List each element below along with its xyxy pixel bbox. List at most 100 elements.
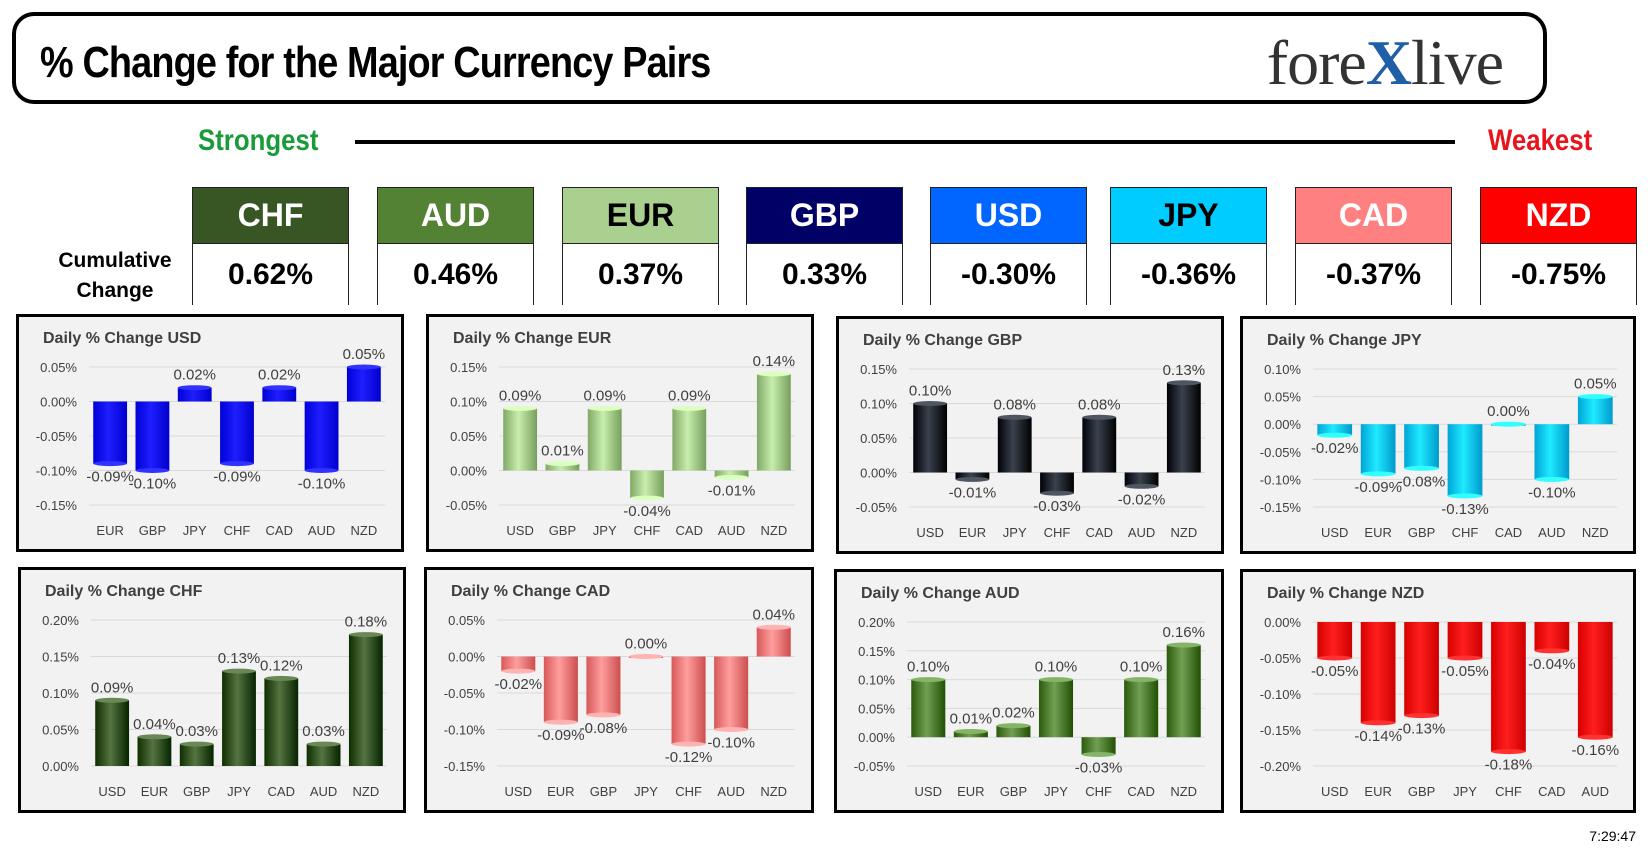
bar	[1534, 424, 1570, 480]
bar-cap	[348, 632, 383, 638]
bar	[135, 401, 170, 471]
bar-chart: Daily % Change JPY0.10%0.05%0.00%-0.05%-…	[1260, 332, 1617, 540]
x-tick-label: CAD	[1538, 784, 1565, 799]
bar	[1040, 472, 1074, 494]
currency-code: CAD	[1296, 188, 1451, 244]
y-tick-label: 0.10%	[858, 673, 895, 688]
currency-box-jpy: JPY -0.36%	[1110, 187, 1267, 305]
data-label: 0.02%	[173, 367, 216, 384]
x-tick-label: EUR	[959, 525, 986, 540]
bar-cap	[1447, 655, 1483, 661]
x-tick-label: CAD	[1127, 784, 1154, 799]
chart-panel-0: Daily % Change USD 0.05% 0.00% -0.05% -0.10%…	[16, 314, 404, 552]
bar-cap	[586, 712, 621, 718]
y-tick-label: 0.15%	[42, 650, 79, 665]
x-tick-label: GBP	[139, 523, 166, 538]
chart-title: Daily % Change JPY	[1267, 332, 1422, 349]
x-tick-label: EUR	[141, 784, 168, 799]
data-label: -0.03%	[1075, 759, 1123, 776]
chart-panel-1: Daily % Change EUR 0.15% 0.10% 0.05% 0.00% -0…	[426, 314, 814, 552]
y-tick-label: -0.05%	[446, 498, 488, 513]
x-tick-label: JPY	[1003, 525, 1027, 540]
bar	[137, 736, 172, 766]
bar-cap	[911, 677, 946, 683]
y-tick-label: 0.05%	[1264, 390, 1301, 405]
currency-cumulative-value: -0.75%	[1481, 244, 1636, 305]
bar	[304, 401, 339, 471]
bar	[913, 403, 948, 473]
data-label: 0.03%	[302, 723, 345, 740]
bar-cap	[1124, 677, 1159, 683]
bar-cap	[955, 476, 990, 482]
currency-box-eur: EUR 0.37%	[562, 187, 719, 305]
data-label: 0.09%	[91, 679, 134, 696]
bar-cap	[1317, 432, 1353, 438]
x-tick-label: CHF	[1452, 525, 1479, 540]
data-label: 0.18%	[345, 614, 388, 631]
bar	[671, 656, 706, 745]
bar-cap	[220, 461, 254, 467]
x-tick-label: EUR	[96, 523, 123, 538]
data-label: 0.05%	[343, 346, 386, 363]
bar-cap	[714, 474, 749, 480]
data-label: 0.10%	[909, 383, 952, 400]
bar-cap	[304, 468, 339, 473]
x-tick-label: CHF	[675, 784, 702, 799]
x-tick-label: JPY	[1453, 784, 1477, 799]
bar	[1317, 424, 1353, 436]
x-tick-label: AUD	[1538, 525, 1565, 540]
bar-cap	[756, 624, 791, 630]
bar	[630, 470, 664, 499]
bar-cap	[1577, 734, 1613, 740]
bar	[997, 417, 1032, 473]
logo-text-left: fore	[1266, 27, 1367, 98]
x-tick-label: USD	[506, 523, 533, 538]
data-label: 0.03%	[175, 723, 218, 740]
bar	[756, 627, 791, 657]
x-tick-label: CAD	[676, 523, 703, 538]
x-tick-label: NZD	[1582, 525, 1609, 540]
y-tick-label: -0.10%	[444, 723, 486, 738]
x-tick-label: AUD	[1582, 784, 1609, 799]
bar-cap	[1166, 380, 1201, 386]
x-tick-label: GBP	[1408, 525, 1435, 540]
y-tick-label: -0.15%	[36, 498, 78, 513]
chart-title: Daily % Change EUR	[453, 330, 612, 347]
currency-cumulative-value: 0.37%	[563, 244, 718, 305]
y-tick-label: 0.00%	[1264, 615, 1301, 630]
bar	[756, 373, 791, 471]
data-label: 0.13%	[1163, 362, 1206, 379]
data-label: 0.10%	[907, 659, 950, 676]
bar-cap	[137, 734, 172, 740]
y-tick-label: -0.05%	[854, 759, 896, 774]
bar	[95, 700, 130, 766]
bar-cap	[545, 461, 580, 467]
x-tick-label: CAD	[266, 523, 293, 538]
bar-cap	[714, 727, 749, 732]
data-label: -0.05%	[1441, 663, 1489, 680]
weakest-label: Weakest	[1488, 124, 1593, 157]
bar	[306, 744, 341, 766]
currency-box-usd: USD -0.30%	[930, 187, 1087, 305]
bar-cap	[1124, 483, 1159, 489]
data-label: 0.08%	[1078, 396, 1121, 413]
currency-box-chf: CHF 0.62%	[192, 187, 349, 305]
bar-chart: Daily % Change NZD 0.00% -0.05% -0.10% -0.15…	[1260, 585, 1619, 799]
y-tick-label: -0.20%	[1260, 759, 1302, 774]
y-tick-label: 0.05%	[860, 431, 897, 446]
x-tick-label: JPY	[1044, 784, 1068, 799]
x-tick-label: NZD	[760, 523, 787, 538]
y-tick-label: -0.05%	[444, 686, 486, 701]
bar-cap	[628, 654, 664, 659]
bar	[1491, 622, 1526, 752]
chart-title: Daily % Change GBP	[863, 332, 1022, 349]
bar	[1166, 382, 1201, 473]
bar-cap	[1082, 414, 1117, 420]
x-tick-label: GBP	[590, 784, 617, 799]
data-label: 0.05%	[1574, 376, 1617, 393]
y-tick-label: 0.15%	[860, 362, 897, 377]
data-label: -0.04%	[1528, 656, 1576, 673]
bar-cap	[93, 461, 128, 467]
bar	[586, 656, 621, 715]
bar	[1082, 417, 1117, 473]
